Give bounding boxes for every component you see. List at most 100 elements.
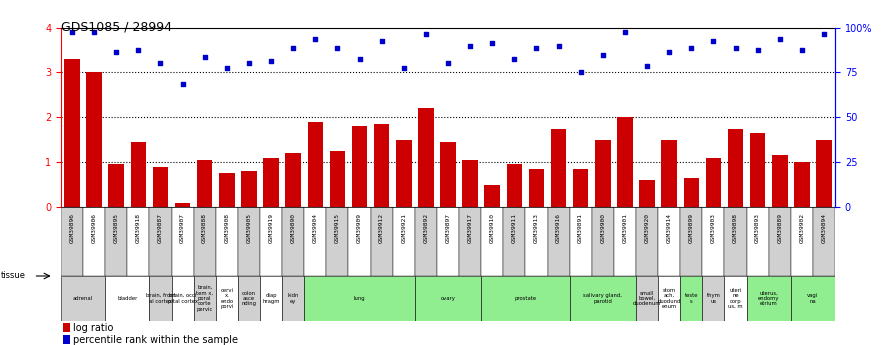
Bar	[725, 276, 746, 321]
Point	[397, 65, 411, 71]
Text: GSM39917: GSM39917	[468, 213, 472, 243]
Text: colon
asce
nding: colon asce nding	[241, 290, 256, 306]
Point	[131, 47, 145, 53]
Bar	[220, 173, 235, 207]
Text: GSM39888: GSM39888	[202, 213, 207, 243]
Bar	[659, 207, 680, 276]
Text: lung: lung	[354, 296, 366, 301]
Bar	[816, 140, 831, 207]
Bar	[216, 207, 237, 276]
Bar	[326, 207, 349, 276]
Bar	[725, 207, 746, 276]
Bar	[152, 167, 168, 207]
Text: GSM39895: GSM39895	[114, 213, 119, 243]
Bar	[504, 207, 525, 276]
Bar	[551, 128, 566, 207]
Point	[109, 49, 124, 55]
Point	[418, 31, 433, 37]
Text: GSM39901: GSM39901	[623, 213, 627, 243]
Text: bladder: bladder	[117, 296, 137, 301]
Bar	[330, 151, 345, 207]
Bar	[194, 207, 216, 276]
Bar	[680, 276, 702, 321]
Point	[375, 38, 389, 44]
Bar	[746, 276, 791, 321]
Point	[441, 61, 455, 66]
Point	[795, 47, 809, 53]
Bar	[65, 59, 80, 207]
Text: GSM39898: GSM39898	[733, 213, 738, 243]
Bar	[105, 276, 150, 321]
Bar	[772, 155, 788, 207]
Bar	[684, 178, 699, 207]
Point	[617, 29, 632, 35]
Bar	[241, 171, 256, 207]
Text: ovary: ovary	[441, 296, 455, 301]
Bar	[702, 276, 725, 321]
Bar	[105, 207, 127, 276]
Text: uteri
ne
corp
us, m: uteri ne corp us, m	[728, 288, 743, 309]
Point	[751, 47, 765, 53]
Text: GSM39912: GSM39912	[379, 213, 384, 243]
Text: kidn
ey: kidn ey	[288, 293, 299, 304]
Text: diap
hragm: diap hragm	[263, 293, 280, 304]
Bar	[263, 158, 279, 207]
Point	[463, 43, 478, 48]
Text: salivary gland,
parotid: salivary gland, parotid	[583, 293, 622, 304]
Text: GSM39910: GSM39910	[490, 213, 495, 243]
Point	[242, 61, 256, 66]
Text: GSM39909: GSM39909	[357, 213, 362, 243]
Bar	[83, 207, 105, 276]
Text: GSM39919: GSM39919	[269, 213, 273, 243]
Point	[153, 61, 168, 66]
Bar	[352, 126, 367, 207]
Bar	[614, 207, 636, 276]
Bar	[769, 207, 791, 276]
Bar	[636, 276, 659, 321]
Bar	[525, 207, 547, 276]
Bar	[63, 335, 70, 344]
Point	[264, 58, 279, 64]
Point	[286, 45, 300, 50]
Bar	[415, 207, 437, 276]
Bar	[286, 153, 301, 207]
Bar	[570, 207, 591, 276]
Bar	[706, 158, 721, 207]
Bar	[63, 323, 70, 332]
Text: GSM39903: GSM39903	[711, 213, 716, 243]
Bar	[194, 276, 216, 321]
Bar	[617, 117, 633, 207]
Point	[573, 70, 588, 75]
Point	[87, 29, 101, 35]
Point	[640, 63, 654, 68]
Bar	[108, 164, 124, 207]
Bar	[529, 169, 544, 207]
Point	[685, 45, 699, 50]
Bar	[131, 142, 146, 207]
Point	[176, 81, 190, 86]
Bar	[640, 180, 655, 207]
Text: GSM39891: GSM39891	[578, 213, 583, 243]
Text: GSM39893: GSM39893	[755, 213, 760, 243]
Point	[485, 41, 499, 46]
Bar	[305, 207, 326, 276]
Bar	[307, 122, 323, 207]
Text: adrenal: adrenal	[73, 296, 93, 301]
Bar	[794, 162, 810, 207]
Point	[551, 43, 565, 48]
Point	[197, 54, 211, 59]
Text: GSM39920: GSM39920	[644, 213, 650, 243]
Bar	[702, 207, 725, 276]
Bar	[570, 276, 636, 321]
Text: brain, occi
pital cortex: brain, occi pital cortex	[168, 293, 198, 304]
Text: GSM39906: GSM39906	[91, 213, 97, 243]
Bar	[659, 276, 680, 321]
Bar	[750, 133, 765, 207]
Bar	[437, 207, 459, 276]
Bar	[591, 207, 614, 276]
Bar	[237, 276, 260, 321]
Bar	[459, 207, 481, 276]
Bar	[349, 207, 371, 276]
Point	[817, 31, 831, 37]
Bar	[418, 108, 434, 207]
